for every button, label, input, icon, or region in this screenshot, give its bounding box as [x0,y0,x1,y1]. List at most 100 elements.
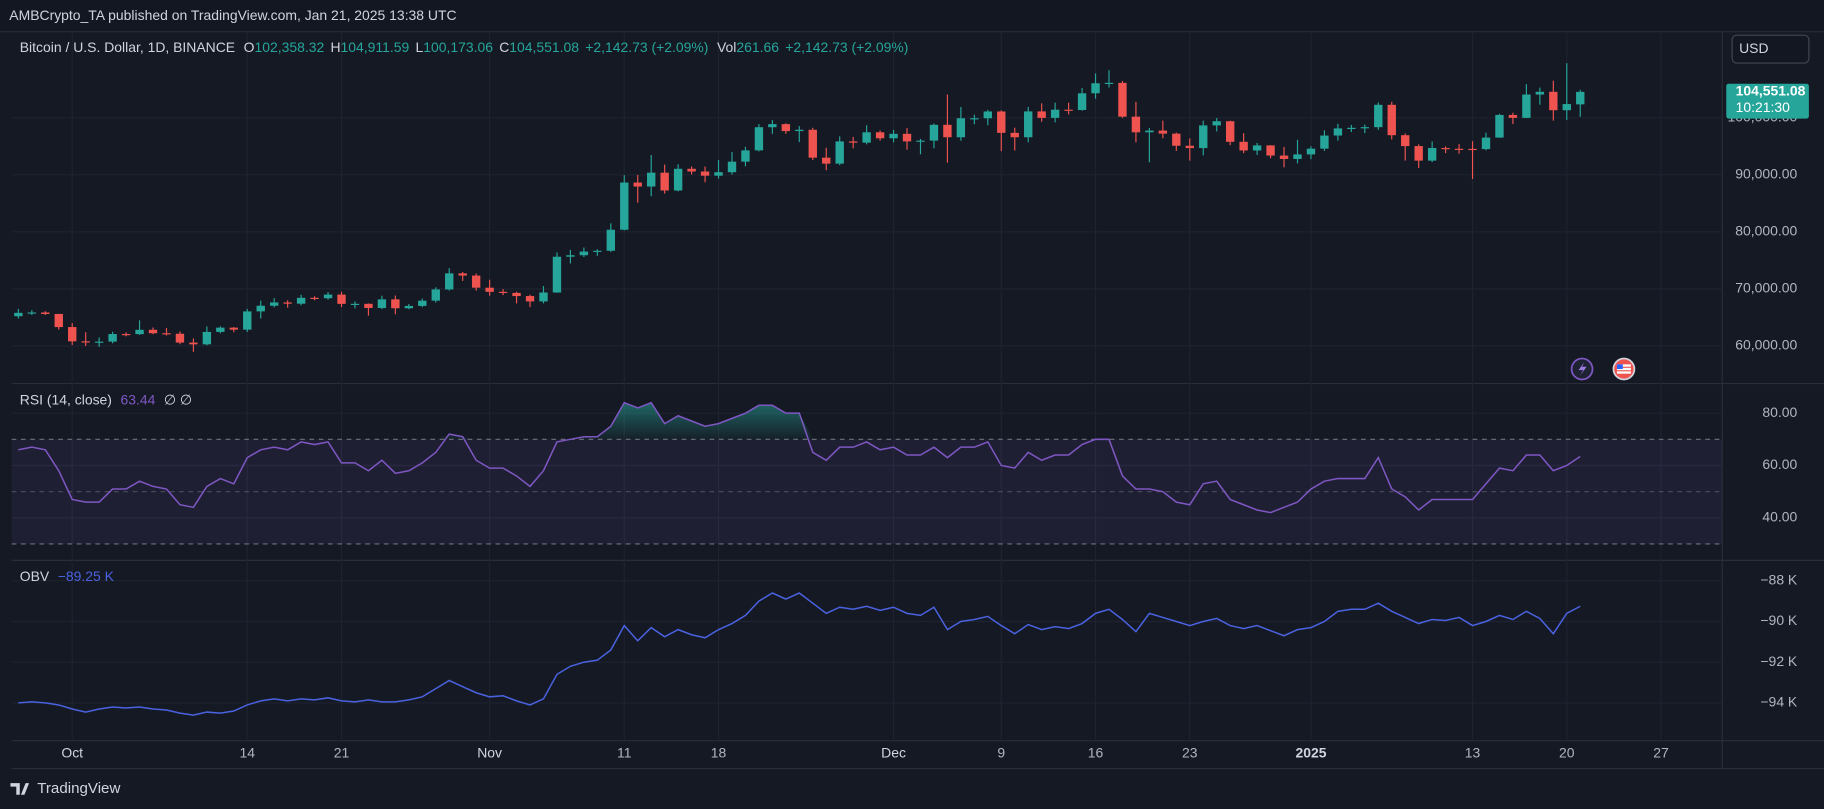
candle-body [498,291,508,293]
candle-body [445,273,454,290]
x-tick-label: 20 [1559,745,1575,761]
candle-body [1441,148,1450,150]
legend-change: +2,142.73 (+2.09%) [585,39,708,55]
candle-body [566,255,575,257]
candle-body [121,334,131,336]
candle-body [1454,148,1464,150]
candle-body [1508,114,1518,118]
candle-body [1185,145,1194,149]
candle-body [256,305,265,312]
y-tick-label: −92 K [1760,653,1798,669]
candle-body [848,141,858,143]
y-tick-label: 90,000.00 [1735,166,1797,182]
legend-label: Vol [717,39,736,55]
candle-body [1427,148,1437,161]
icon-glyph [1616,364,1623,370]
legend-change: +2,142.73 (+2.09%) [785,39,908,55]
candle-body [727,161,737,173]
event-icons[interactable] [1570,357,1636,381]
candle-body [1468,148,1477,151]
candle-body [647,172,656,187]
candle-body [350,303,360,305]
x-tick-label: 2025 [1295,745,1326,761]
grid [11,32,1722,739]
candle-body [1104,82,1114,85]
x-tick-label: 23 [1182,745,1198,761]
candle-body [229,327,238,330]
obv-legend: OBV −89.25 K [20,568,115,584]
price-tag-countdown: 10:21:30 [1736,99,1791,115]
y-tick-label: 70,000.00 [1735,280,1797,296]
legend-value: 261.66 [736,39,779,55]
candle-body [431,289,440,301]
candle-body [1131,116,1141,133]
candle-body [997,111,1006,133]
candle-body [956,118,966,138]
candle-body [1225,121,1235,142]
icon-glyph [1578,362,1587,376]
candle-body [1333,128,1343,136]
candle-body [94,341,104,343]
candle-body [1481,137,1491,150]
candle-body [1145,130,1154,133]
x-tick-label: 27 [1653,745,1669,761]
x-tick-label: 18 [711,745,727,761]
obv-name: OBV [20,568,50,584]
candle-body [175,333,185,343]
candle-body [391,299,400,309]
candle-body [283,302,292,304]
icon-glyph [1616,364,1631,374]
legend-value: 100,173.06 [423,39,493,55]
y-tick-label: 60,000.00 [1735,337,1797,353]
candle-body [1064,109,1073,111]
candle-body [1010,132,1019,138]
candle-body [108,334,117,342]
candle-body [983,111,993,119]
x-tick-label: 13 [1465,745,1481,761]
candle-body [1320,135,1329,149]
candle-body [768,124,777,128]
candle-body [835,141,844,164]
candle-body [1199,125,1208,149]
currency-button[interactable] [1731,34,1810,64]
candle-body [1576,91,1585,105]
indicator-line [18,401,1581,514]
candle-body [862,132,871,143]
candle-body [700,171,710,176]
candle-body [1495,114,1504,138]
candle-body [81,341,90,343]
publish-info: AMBCrypto_TA published on TradingView.co… [9,7,456,23]
candle-body [512,292,521,297]
candle-body [377,299,387,308]
legend-label: C [499,39,509,55]
candle-body [795,129,804,132]
candle-body [1252,145,1262,151]
y-tick-label: −88 K [1760,571,1798,587]
candle-body [606,229,615,251]
candle-body [1118,82,1127,117]
candle-body [1212,121,1221,126]
rsi-name: RSI (14, close) [20,391,112,407]
candle-body [14,312,23,317]
candle-body [579,251,589,256]
currency[interactable]: USD [1739,40,1768,56]
candle-body [323,294,333,299]
candle-body [216,327,225,332]
candle-body [404,305,414,309]
candle-body [1279,155,1289,159]
candle-body [189,342,198,345]
candle-body [1306,148,1316,155]
candle-body [539,292,548,302]
candle-body [1158,130,1168,134]
candle-body [552,256,562,293]
candle-body [660,172,669,191]
legend-value: 102,358.32 [254,39,324,55]
rsi-overbought-fill [435,402,813,440]
candle-body [929,124,939,141]
legend-label: O [244,39,255,55]
candle-body [202,331,212,345]
x-tick-label: Dec [881,745,906,761]
candle-body [135,329,144,335]
candle-body [754,127,764,151]
